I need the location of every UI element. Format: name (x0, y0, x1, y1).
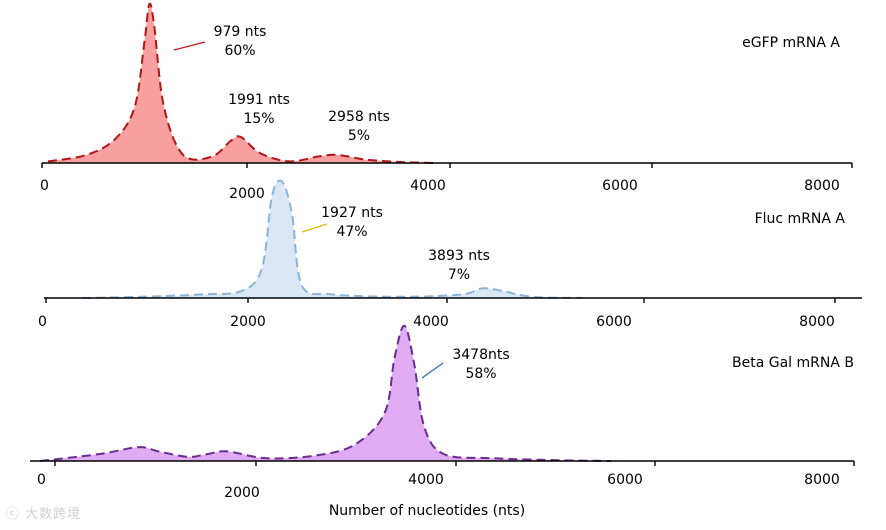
panel-1-peak-0-leader-line (301, 223, 328, 233)
panel-1-tick-label-2: 4000 (413, 314, 449, 330)
panel-0-tick-label-2: 4000 (410, 178, 446, 194)
panel-2-series-line (39, 324, 612, 462)
panel-1-tick-label-3: 6000 (596, 314, 632, 330)
panel-0-peak-1-percent-label: 15% (243, 111, 274, 127)
panel-0-peak-0-percent-label: 60% (224, 43, 255, 59)
x-axis-title: Number of nucleotides (nts) (329, 503, 525, 519)
panel-0-peak-2-size-label: 2958 nts (328, 109, 390, 125)
panel-2-tick-label-4: 8000 (804, 472, 840, 488)
panel-0-tick-label-0: 0 (40, 178, 49, 194)
panel-0-tick-label-1: 2000 (229, 186, 265, 202)
panel-0-tick-label-4: 8000 (804, 178, 840, 194)
panel-1-peak-0-percent-label: 47% (336, 224, 367, 240)
panel-2-area-fill (40, 325, 612, 461)
panel-2-series-label: Beta Gal mRNA B (732, 355, 854, 371)
panel-2-tick-label-2: 4000 (408, 472, 444, 488)
panel-1-series-label: Fluc mRNA A (755, 211, 846, 227)
watermark: ⓒ 大数跨境 (6, 503, 81, 522)
panel-0-series-line (47, 2, 435, 164)
panel-1-series-line (81, 179, 583, 299)
panel-1-peak-1-size-label: 3893 nts (428, 248, 490, 264)
panel-1-area-fill (82, 180, 582, 298)
panel-0-peak-2-percent-label: 5% (348, 128, 370, 144)
panel-1-peak-0-size-label: 1927 nts (321, 205, 383, 221)
panel-0-tick-label-3: 6000 (602, 178, 638, 194)
watermark-text: 大数跨境 (25, 507, 82, 522)
panel-1-tick-label-1: 2000 (230, 314, 266, 330)
panel-0-peak-1-size-label: 1991 nts (228, 92, 290, 108)
panel-1-tick-label-0: 0 (38, 314, 47, 330)
panel-2-tick-label-0: 0 (37, 472, 46, 488)
panel-0-peak-0-leader-line (173, 41, 206, 51)
panel-2-tick-label-1: 2000 (224, 485, 260, 501)
panel-1-peak-1-percent-label: 7% (448, 267, 470, 283)
panel-2-peak-0-percent-label: 58% (465, 366, 496, 382)
panel-2-tick-label-3: 6000 (607, 472, 643, 488)
panel-2-peak-0-leader-line (421, 362, 444, 379)
panel-1-tick-label-4: 8000 (799, 314, 835, 330)
panel-2-peak-0-size-label: 3478nts (452, 347, 509, 363)
panel-0-series-label: eGFP mRNA A (742, 35, 840, 51)
watermark-logo-icon: ⓒ (6, 507, 21, 522)
panel-0-peak-0-size-label: 979 nts (214, 24, 267, 40)
